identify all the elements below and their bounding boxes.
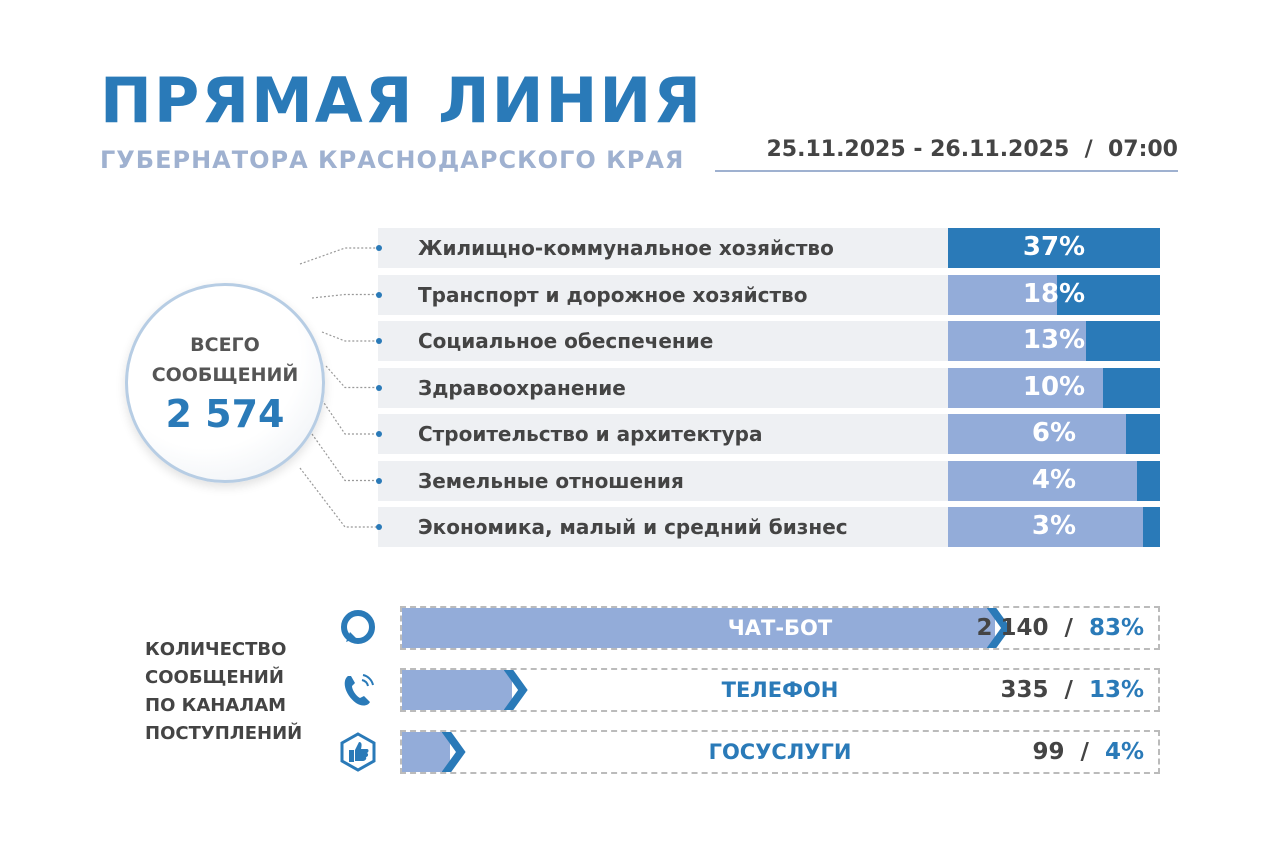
category-row: Строительство и архитектура 6% xyxy=(378,414,1160,454)
bullet-dot xyxy=(376,431,382,437)
category-row: Социальное обеспечение 13% xyxy=(378,321,1160,361)
bullet-dot xyxy=(376,291,382,298)
category-row: Жилищно-коммунальное хозяйство 37% xyxy=(378,228,1160,268)
channels-title-line: КОЛИЧЕСТВО xyxy=(145,639,287,660)
connector-line xyxy=(299,247,378,265)
category-percent: 13% xyxy=(1022,325,1086,355)
category-row: Здравоохранение 10% xyxy=(378,367,1160,408)
category-label: Строительство и архитектура xyxy=(418,422,763,446)
category-bar-fill xyxy=(1137,460,1160,501)
category-bar: 13% xyxy=(948,321,1160,361)
channel-bar: ТЕЛЕФОН 335 / 13% xyxy=(400,668,1160,712)
bullet-dot xyxy=(376,384,382,391)
total-label-2: СООБЩЕНИЙ xyxy=(151,364,299,386)
category-bar: 6% xyxy=(948,414,1160,454)
channels-title-line: ПОСТУПЛЕНИЙ xyxy=(145,723,303,744)
category-label: Земельные отношения xyxy=(418,468,684,493)
category-bar-fill xyxy=(1142,507,1160,547)
category-percent: 10% xyxy=(1022,371,1086,402)
channel-name: ГОСУСЛУГИ xyxy=(708,740,852,764)
page-title: ПРЯМАЯ ЛИНИЯ xyxy=(100,64,703,137)
connector-line xyxy=(321,331,378,342)
category-label: Жилищно-коммунальное хозяйство xyxy=(418,236,834,260)
category-label: Экономика, малый и средний бизнес xyxy=(418,515,848,539)
category-bar: 37% xyxy=(948,228,1160,268)
channel-count: 2 140 xyxy=(976,615,1049,641)
channel-value: 335 / 13% xyxy=(1000,677,1144,703)
category-bar-fill xyxy=(1085,321,1160,361)
category-row: Земельные отношения 4% xyxy=(378,460,1160,501)
connector-line xyxy=(325,365,378,389)
channel-percent: 13% xyxy=(1088,677,1144,703)
connector-line xyxy=(311,293,378,299)
category-percent: 37% xyxy=(1022,232,1086,262)
channels-title: КОЛИЧЕСТВО СООБЩЕНИЙ ПО КАНАЛАМ ПОСТУПЛЕ… xyxy=(145,636,302,748)
category-bar: 3% xyxy=(948,507,1160,547)
channel-bar-fill xyxy=(402,670,512,710)
channel-bar: ЧАТ-БОТ 2 140 / 83% xyxy=(400,606,1160,650)
connector-line xyxy=(321,399,378,435)
channel-percent: 4% xyxy=(1104,739,1144,765)
category-bar-fill xyxy=(1056,274,1160,315)
phone-icon xyxy=(338,670,378,710)
total-messages-circle: ВСЕГО СООБЩЕНИЙ 2 574 xyxy=(125,283,325,483)
category-percent: 6% xyxy=(1031,418,1077,448)
page-subtitle: ГУБЕРНАТОРА КРАСНОДАРСКОГО КРАЯ xyxy=(100,146,685,174)
category-percent: 3% xyxy=(1031,511,1077,541)
category-bar-fill xyxy=(948,228,1160,268)
channels-title-line: ПО КАНАЛАМ xyxy=(145,695,287,716)
connector-line xyxy=(299,467,378,528)
category-percent: 4% xyxy=(1031,464,1077,495)
category-bar: 18% xyxy=(948,274,1160,315)
channel-value: 99 / 4% xyxy=(1032,739,1144,765)
divider xyxy=(715,170,1178,172)
category-bar: 4% xyxy=(948,460,1160,501)
channel-name: ТЕЛЕФОН xyxy=(721,678,839,702)
channel-bar-fill xyxy=(402,608,995,648)
bullet-dot xyxy=(376,338,382,344)
bullet-dot xyxy=(376,477,382,484)
channel-bar-fill xyxy=(402,732,450,772)
channel-value: 2 140 / 83% xyxy=(976,615,1144,641)
connector-line xyxy=(311,433,378,482)
thumbs-up-icon xyxy=(338,732,378,772)
date-range: 25.11.2025 - 26.11.2025 / 07:00 xyxy=(766,137,1178,162)
category-label: Транспорт и дорожное хозяйство xyxy=(418,282,808,307)
total-label-1: ВСЕГО xyxy=(190,334,260,356)
channel-count: 335 xyxy=(1000,677,1049,703)
category-bar-fill xyxy=(1125,414,1160,454)
channel-percent: 83% xyxy=(1088,615,1144,641)
category-row: Экономика, малый и средний бизнес 3% xyxy=(378,507,1160,547)
category-row: Транспорт и дорожное хозяйство 18% xyxy=(378,274,1160,315)
channel-name: ЧАТ-БОТ xyxy=(727,616,833,640)
category-percent: 18% xyxy=(1022,278,1086,309)
category-label: Социальное обеспечение xyxy=(418,329,714,353)
channel-count: 99 xyxy=(1032,739,1065,765)
category-label: Здравоохранение xyxy=(418,375,626,400)
bullet-dot xyxy=(376,245,382,251)
category-bar: 10% xyxy=(948,367,1160,408)
channels-title-line: СООБЩЕНИЙ xyxy=(145,667,284,688)
total-value: 2 574 xyxy=(165,392,285,436)
connector-lines xyxy=(299,247,378,528)
bullet-dot xyxy=(376,524,382,530)
chat-bubble-icon xyxy=(338,608,378,648)
category-bar-fill xyxy=(1102,367,1160,408)
channel-bar: ГОСУСЛУГИ 99 / 4% xyxy=(400,730,1160,774)
